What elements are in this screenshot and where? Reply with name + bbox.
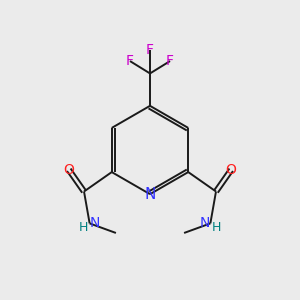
Text: H: H [79,221,88,234]
Text: F: F [166,54,174,68]
Text: N: N [144,187,156,202]
Text: N: N [90,216,100,230]
Text: O: O [63,163,74,177]
Text: H: H [212,221,221,234]
Text: N: N [200,216,210,230]
Text: F: F [126,54,134,68]
Text: F: F [146,43,154,57]
Text: O: O [226,163,237,177]
